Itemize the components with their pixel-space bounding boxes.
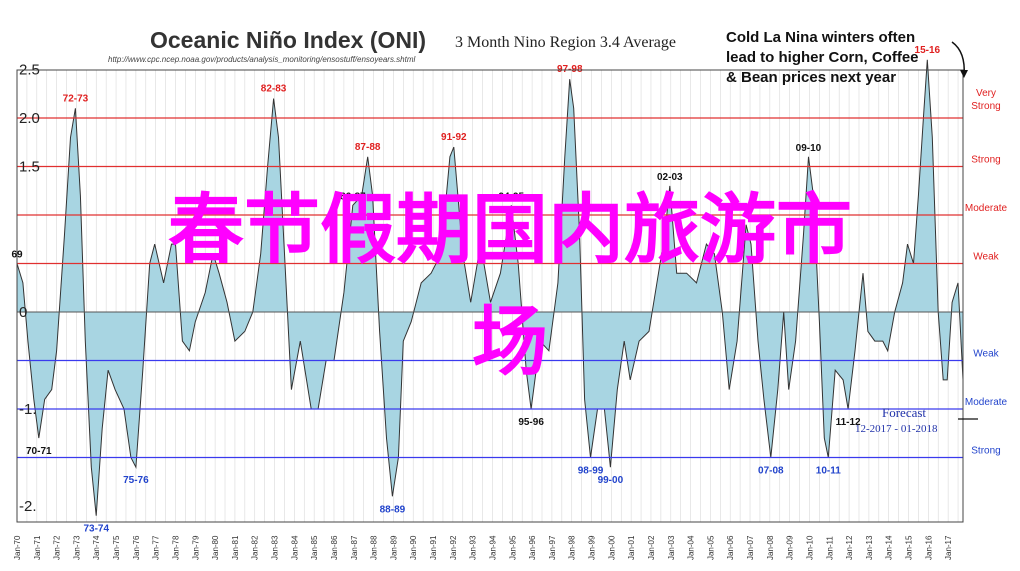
- x-tick-label: Jan-06: [726, 535, 735, 560]
- x-tick-label: Jan-17: [944, 535, 953, 560]
- chart-title: Oceanic Niño Index (ONI): [150, 27, 427, 53]
- x-tick-label: Jan-87: [350, 535, 359, 560]
- event-label: 11-12: [836, 417, 861, 428]
- event-label: 09-10: [796, 143, 822, 154]
- event-label: 94-95: [499, 191, 525, 202]
- event-label: 72-73: [63, 93, 89, 104]
- callout-arrowhead: [960, 70, 968, 78]
- x-tick-label: Jan-80: [211, 535, 220, 560]
- x-tick-label: Jan-15: [905, 535, 914, 560]
- x-tick-label: Jan-05: [706, 535, 715, 560]
- x-tick-label: Jan-03: [667, 535, 676, 560]
- event-label: 91-92: [441, 132, 467, 143]
- event-label: 95-96: [518, 417, 544, 428]
- x-tick-label: Jan-73: [72, 535, 81, 560]
- callout-line-1: Cold La Nina winters often: [726, 29, 916, 46]
- x-tick-label: Jan-91: [429, 535, 438, 560]
- overlay-text-line-2: 场: [472, 297, 548, 386]
- event-label: 73-74: [83, 524, 109, 535]
- x-tick-label: Jan-14: [885, 535, 894, 560]
- x-tick-label: Jan-16: [924, 535, 933, 560]
- x-tick-label: Jan-77: [152, 535, 161, 560]
- x-tick-label: Jan-72: [53, 535, 62, 560]
- x-tick-label: Jan-88: [370, 535, 379, 560]
- x-tick-label: Jan-81: [231, 535, 240, 560]
- x-tick-label: Jan-01: [627, 535, 636, 560]
- event-label: 70-71: [26, 446, 52, 457]
- event-label: 88-89: [380, 504, 406, 515]
- threshold-label: Moderate: [965, 397, 1008, 408]
- x-tick-label: Jan-90: [409, 535, 418, 560]
- x-tick-label: Jan-95: [508, 535, 517, 560]
- x-tick-label: Jan-71: [33, 535, 42, 560]
- x-tick-label: Jan-93: [469, 535, 478, 560]
- x-tick-label: Jan-08: [766, 535, 775, 560]
- source-url: http://www.cpc.ncep.noaa.gov/products/an…: [108, 55, 416, 64]
- event-label: 98-99: [578, 466, 604, 477]
- threshold-lines: [17, 117, 963, 459]
- x-tick-label: Jan-76: [132, 535, 141, 560]
- y-tick-label: 1.5: [19, 159, 40, 176]
- x-tick-label: Jan-79: [191, 535, 200, 560]
- x-tick-label: Jan-89: [389, 535, 398, 560]
- event-label: 15-16: [915, 45, 941, 56]
- x-tick-label: Jan-09: [786, 535, 795, 560]
- callout-line-3: & Bean prices next year: [726, 69, 897, 86]
- x-axis-ticks: Jan-70 Jan-71 Jan-72 Jan-73 Jan-74 Jan-75 Jan-…: [13, 535, 953, 560]
- x-tick-label: Jan-98: [568, 535, 577, 560]
- x-tick-label: Jan-97: [548, 535, 557, 560]
- x-tick-label: Jan-07: [746, 535, 755, 560]
- event-label: 99-00: [598, 475, 624, 486]
- x-tick-label: Jan-83: [271, 535, 280, 560]
- threshold-label: Strong: [971, 446, 1000, 457]
- overlay-text-line-1: 春节假期国内旅游市: [168, 185, 852, 274]
- event-label: 75-76: [123, 475, 149, 486]
- x-tick-label: Jan-78: [171, 535, 180, 560]
- threshold-label: Weak: [973, 349, 999, 360]
- threshold-label: Strong: [971, 101, 1000, 112]
- threshold-label: Weak: [973, 252, 999, 263]
- y-tick-label: -2.: [19, 498, 37, 515]
- x-tick-label: Jan-75: [112, 535, 121, 560]
- x-tick-label: Jan-99: [588, 535, 597, 560]
- y-tick-label: -1.: [19, 401, 37, 418]
- x-tick-label: Jan-70: [13, 535, 22, 560]
- x-tick-label: Jan-04: [687, 535, 696, 560]
- threshold-label: Strong: [971, 155, 1000, 166]
- event-label: 10-11: [816, 466, 841, 477]
- threshold-labels: Very Strong Strong Moderate Weak Weak Moderate…: [965, 88, 1008, 457]
- y-axis-ticks: 2.52.01.50-1.-2.: [19, 62, 40, 516]
- event-label: 87-88: [355, 142, 381, 153]
- forecast-label: Forecast: [882, 405, 927, 420]
- y-tick-label: 2.0: [19, 110, 40, 127]
- x-tick-label: Jan-84: [290, 535, 299, 560]
- x-tick-label: Jan-10: [805, 535, 814, 560]
- x-tick-label: Jan-82: [251, 535, 260, 560]
- event-label: 07-08: [758, 466, 784, 477]
- x-tick-label: Jan-74: [92, 535, 101, 560]
- x-tick-label: Jan-94: [488, 535, 497, 560]
- callout-note: Cold La Nina winters often lead to highe…: [726, 28, 966, 88]
- forecast-range: 12-2017 - 01-2018: [855, 423, 938, 435]
- x-tick-label: Jan-11: [825, 536, 834, 560]
- plot-frame: [16, 69, 964, 523]
- event-label: 86-87: [340, 191, 366, 202]
- x-tick-label: Jan-96: [528, 535, 537, 560]
- x-tick-label: Jan-12: [845, 535, 854, 560]
- event-label: 02-03: [657, 172, 683, 183]
- threshold-label: Very: [976, 88, 996, 99]
- y-tick-label: 0: [19, 304, 27, 321]
- x-tick-label: Jan-13: [865, 535, 874, 560]
- event-label: 82-83: [261, 84, 287, 95]
- callout-line-2: lead to higher Corn, Coffee: [726, 49, 919, 66]
- chart-subtitle: 3 Month Nino Region 3.4 Average: [455, 34, 677, 51]
- x-tick-label: Jan-00: [607, 535, 616, 560]
- x-tick-label: Jan-85: [310, 535, 319, 560]
- threshold-label: Moderate: [965, 203, 1008, 214]
- x-tick-label: Jan-86: [330, 535, 339, 560]
- x-tick-label: Jan-92: [449, 535, 458, 560]
- x-tick-label: Jan-02: [647, 535, 656, 560]
